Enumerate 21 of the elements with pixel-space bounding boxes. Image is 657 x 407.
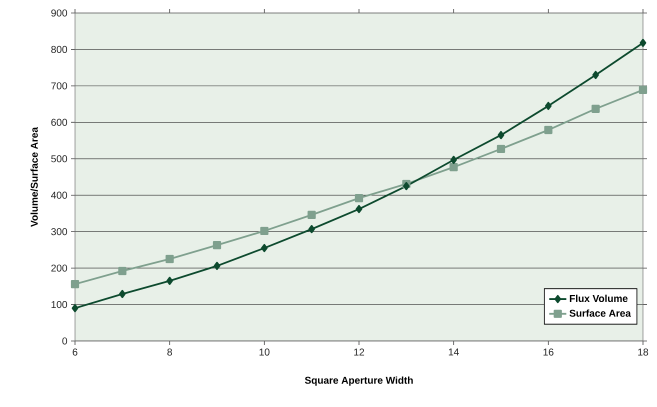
y-axis-title: Volume/Surface Area [30, 127, 38, 227]
x-tick-label: 12 [354, 348, 364, 356]
y-tick-label: 700 [51, 82, 68, 90]
x-tick-label: 6 [72, 348, 78, 356]
x-tick-label: 18 [638, 348, 648, 356]
x-tick-label: 10 [260, 348, 270, 356]
x-axis-title: Square Aperture Width [304, 376, 413, 386]
y-tick-label: 0 [62, 337, 68, 345]
y-tick-label: 500 [51, 155, 68, 162]
y-tick-label: 200 [51, 264, 68, 272]
y-tick-label: 400 [51, 192, 68, 199]
y-tick-label: 900 [51, 9, 68, 17]
y-tick-label: 100 [52, 301, 68, 308]
y-tick-label: 600 [51, 118, 68, 126]
y-tick-label: 300 [51, 228, 68, 236]
legend-label: Surface Area [570, 309, 631, 317]
x-tick-label: 14 [448, 348, 459, 356]
legend-label: Flux Volume [570, 294, 628, 302]
y-tick-label: 800 [51, 46, 68, 53]
x-tick-label: 16 [544, 348, 554, 356]
x-tick-label: 8 [167, 348, 172, 356]
